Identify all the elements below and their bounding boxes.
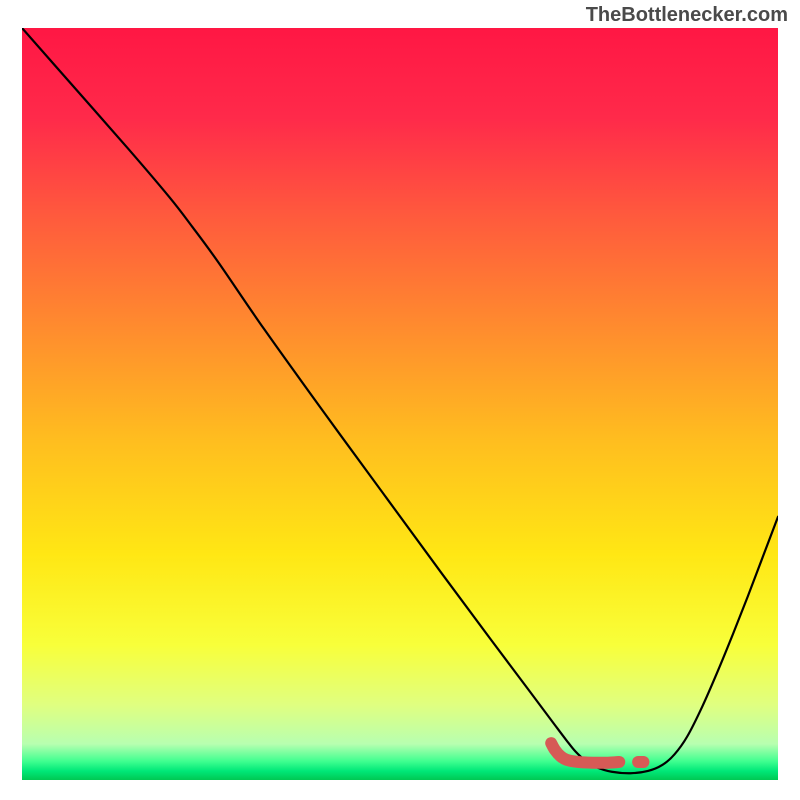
bottleneck-chart xyxy=(22,28,778,780)
chart-area xyxy=(22,28,778,780)
chart-background xyxy=(22,28,778,780)
chart-container: TheBottlenecker.com xyxy=(0,0,800,800)
watermark-text: TheBottlenecker.com xyxy=(586,4,788,27)
